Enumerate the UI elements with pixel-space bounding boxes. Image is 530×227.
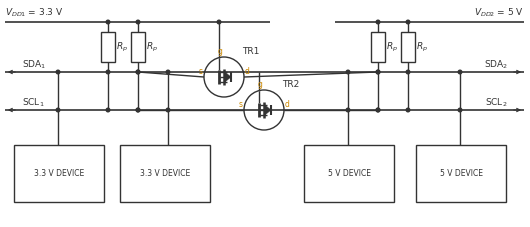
Circle shape <box>106 108 110 112</box>
Bar <box>416 145 506 202</box>
Circle shape <box>136 70 140 74</box>
Circle shape <box>106 70 110 74</box>
Circle shape <box>376 20 380 24</box>
Circle shape <box>376 108 380 112</box>
Circle shape <box>376 70 380 74</box>
Circle shape <box>136 108 140 112</box>
Text: 3.3 V DEVICE: 3.3 V DEVICE <box>34 169 84 178</box>
Circle shape <box>376 108 380 112</box>
Bar <box>131 32 145 62</box>
Circle shape <box>106 20 110 24</box>
Text: $R_p$: $R_p$ <box>116 40 128 54</box>
Bar <box>401 32 415 62</box>
Text: SCL$_2$: SCL$_2$ <box>485 96 508 109</box>
Circle shape <box>376 70 380 74</box>
Text: 5 V DEVICE: 5 V DEVICE <box>328 169 370 178</box>
Circle shape <box>136 20 140 24</box>
Text: SDA$_2$: SDA$_2$ <box>484 59 508 71</box>
Text: g: g <box>217 47 223 56</box>
Circle shape <box>406 70 410 74</box>
Text: $R_p$: $R_p$ <box>386 40 398 54</box>
Polygon shape <box>265 105 271 115</box>
Circle shape <box>56 108 60 112</box>
Text: $V_{DD1}$ = 3.3 V: $V_{DD1}$ = 3.3 V <box>5 7 64 19</box>
Text: SDA$_1$: SDA$_1$ <box>22 59 47 71</box>
Text: g: g <box>258 80 262 89</box>
Bar <box>14 145 104 202</box>
Text: 5 V DEVICE: 5 V DEVICE <box>439 169 482 178</box>
Bar <box>371 32 385 62</box>
Text: $R_p$: $R_p$ <box>146 40 158 54</box>
Circle shape <box>166 70 170 74</box>
Text: TR2: TR2 <box>282 80 299 89</box>
Text: TR1: TR1 <box>242 47 259 56</box>
Text: $R_p$: $R_p$ <box>416 40 428 54</box>
Bar <box>120 145 210 202</box>
Circle shape <box>346 70 350 74</box>
Bar <box>101 32 115 62</box>
Circle shape <box>346 108 350 112</box>
Circle shape <box>217 20 221 24</box>
Text: d: d <box>285 100 290 109</box>
Text: SCL$_1$: SCL$_1$ <box>22 96 45 109</box>
Circle shape <box>458 108 462 112</box>
Circle shape <box>406 20 410 24</box>
Text: $V_{DD2}$ = 5 V: $V_{DD2}$ = 5 V <box>474 7 524 19</box>
Circle shape <box>56 70 60 74</box>
Text: 3.3 V DEVICE: 3.3 V DEVICE <box>140 169 190 178</box>
Text: s: s <box>239 100 243 109</box>
Text: d: d <box>245 67 250 76</box>
Circle shape <box>136 108 140 112</box>
Bar <box>304 145 394 202</box>
Circle shape <box>458 70 462 74</box>
Polygon shape <box>225 72 231 82</box>
Circle shape <box>136 70 140 74</box>
Circle shape <box>406 108 410 112</box>
Circle shape <box>166 108 170 112</box>
Text: s: s <box>199 67 203 76</box>
